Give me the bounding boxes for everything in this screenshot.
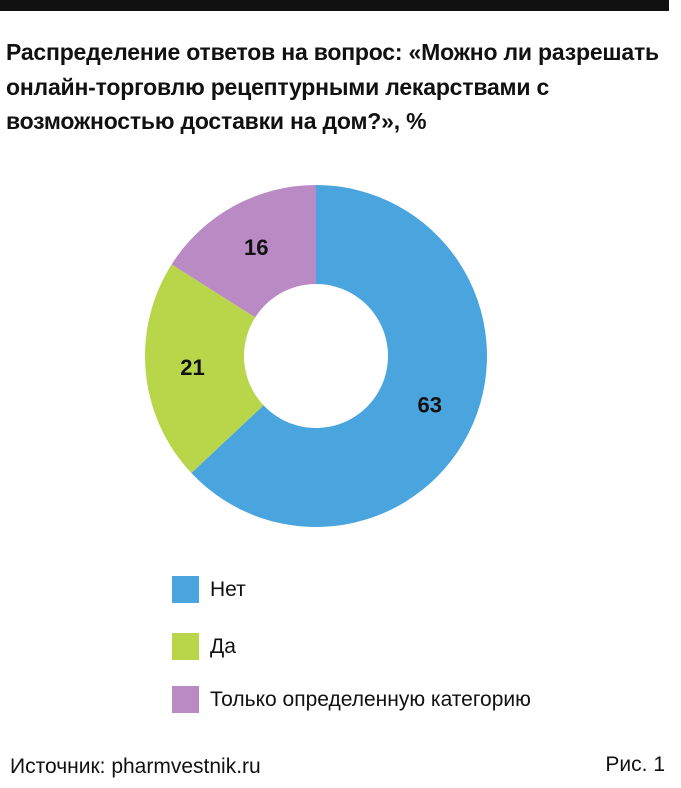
slice-category xyxy=(171,185,316,318)
legend-label-net: Нет xyxy=(210,577,246,601)
legend-swatch-da xyxy=(172,633,199,660)
data-label-category: 16 xyxy=(244,235,268,260)
source-note: Источник: pharmvestnik.ru xyxy=(10,755,261,778)
legend-item-da: Да xyxy=(172,633,236,660)
top-rule xyxy=(0,0,669,11)
chart-title: Распределение ответов на вопрос: «Можно … xyxy=(6,39,659,134)
legend-swatch-category xyxy=(172,686,199,713)
legend-swatch-net xyxy=(172,576,199,603)
legend-item-net: Нет xyxy=(172,576,246,603)
slice-da xyxy=(144,264,264,474)
legend-item-category: Только определенную категорию xyxy=(172,686,531,713)
donut-chart: 63 21 16 xyxy=(144,185,487,527)
data-label-da: 21 xyxy=(180,355,204,380)
data-label-net: 63 xyxy=(418,393,442,418)
figure-number: Рис. 1 xyxy=(605,753,665,776)
slice-net xyxy=(191,185,487,527)
legend-label-da: Да xyxy=(210,634,236,658)
legend-label-category: Только определенную категорию xyxy=(210,687,531,711)
